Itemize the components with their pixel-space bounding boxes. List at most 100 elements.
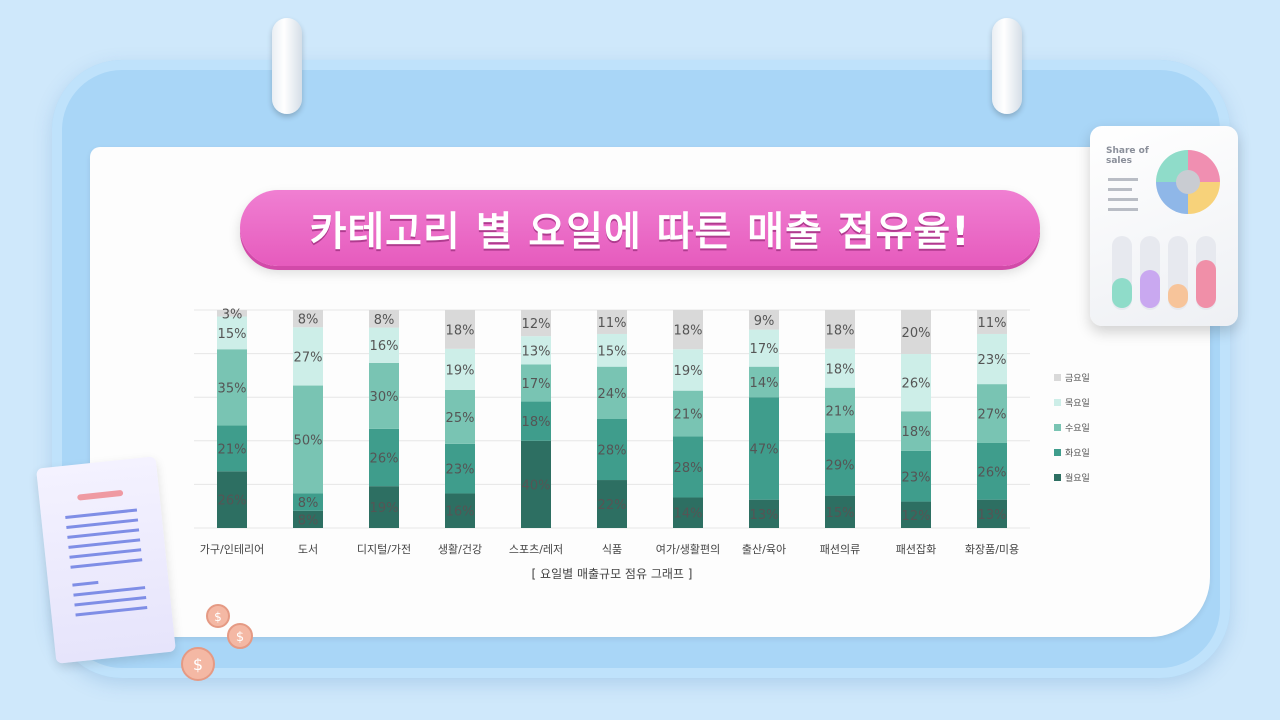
bar-segment (825, 387, 855, 434)
x-tick-label: 디지털/가전 (357, 543, 411, 556)
legend-swatch (1054, 424, 1061, 431)
data-label: 17% (750, 342, 779, 357)
data-label: 9% (754, 314, 775, 329)
bar-segment (217, 349, 247, 426)
data-label: 8% (374, 313, 395, 328)
bar-segment (521, 440, 551, 528)
bar-segment (749, 499, 779, 528)
x-tick-label: 출산/육아 (742, 543, 786, 556)
data-label: 19% (674, 364, 703, 379)
data-label: 26% (370, 452, 399, 467)
pie-icon (1108, 150, 1220, 310)
data-label: 19% (370, 501, 399, 516)
x-tick-label: 생활/건강 (438, 542, 482, 556)
bar-segment (901, 354, 931, 412)
bar-segment (977, 310, 1007, 334)
data-label: 18% (446, 323, 475, 338)
data-label: 20% (902, 326, 931, 341)
data-label: 18% (522, 415, 551, 430)
data-label: 8% (298, 313, 319, 328)
x-tick-label: 도서 (298, 543, 318, 556)
x-tick-label: 패션의류 (820, 543, 860, 556)
data-label: 15% (218, 327, 247, 342)
data-label: 22% (598, 498, 627, 513)
data-label: 11% (598, 316, 627, 331)
data-label: 18% (902, 425, 931, 440)
bar-segment (293, 310, 323, 328)
legend-swatch (1054, 474, 1061, 481)
bar-segment (293, 327, 323, 386)
bar-segment (901, 450, 931, 502)
bar-segment (445, 348, 475, 390)
bar-segment (977, 384, 1007, 443)
bar-segment (977, 333, 1007, 385)
data-label: 12% (522, 317, 551, 332)
bar-segment (217, 310, 247, 317)
legend-label: 수요일 (1065, 423, 1090, 434)
bar-segment (445, 310, 475, 349)
data-label: 21% (826, 404, 855, 419)
data-label: 15% (598, 344, 627, 359)
bar-segment (217, 316, 247, 350)
data-label: 50% (294, 434, 323, 449)
data-label: 19% (446, 363, 475, 378)
data-label: 21% (674, 408, 703, 423)
data-label: 24% (598, 387, 627, 402)
bar-segment (673, 390, 703, 437)
data-label: 3% (222, 307, 243, 322)
bar-segment (597, 419, 627, 481)
bar-segment (369, 310, 399, 328)
x-tick-label: 화장품/미용 (965, 543, 1019, 556)
bar-segment (901, 411, 931, 451)
bar-segment (597, 366, 627, 419)
data-label: 14% (674, 507, 703, 522)
bar-segment (369, 362, 399, 429)
bar-segment (749, 329, 779, 367)
data-label: 23% (978, 353, 1007, 368)
chart-caption: [ 요일별 매출규모 점유 그래프 ] (532, 567, 693, 581)
data-label: 21% (218, 442, 247, 457)
x-tick-label: 식품 (602, 543, 622, 556)
data-label: 12% (902, 509, 931, 524)
bar-segment (597, 333, 627, 367)
legend-swatch (1054, 374, 1061, 381)
data-label: 15% (826, 506, 855, 521)
sales-share-card-label: Share of sales (1106, 146, 1149, 166)
data-label: 18% (826, 323, 855, 338)
data-label: 8% (298, 513, 319, 528)
sales-share-card: Share of sales (1090, 126, 1238, 326)
bar-segment (369, 327, 399, 363)
data-label: 35% (218, 381, 247, 396)
bar-segment (673, 497, 703, 528)
data-label: 26% (978, 465, 1007, 480)
bar-segment (673, 349, 703, 391)
bar-segment (749, 366, 779, 398)
legend-swatch (1054, 399, 1061, 406)
receipt-icon (65, 490, 148, 617)
data-label: 25% (446, 411, 475, 426)
data-label: 13% (522, 344, 551, 359)
bar-segment (369, 428, 399, 487)
bar-segment (293, 493, 323, 511)
bar-segment (825, 310, 855, 349)
legend-label: 화요일 (1065, 448, 1090, 459)
data-label: 29% (826, 458, 855, 473)
receipt-decoration (36, 456, 176, 664)
data-label: 28% (674, 461, 703, 476)
data-label: 23% (902, 470, 931, 485)
bar-segment (521, 364, 551, 402)
bar-segment (597, 480, 627, 528)
bar-segment (749, 310, 779, 330)
data-label: 27% (978, 408, 1007, 423)
bar-segment (445, 493, 475, 528)
data-label: 23% (446, 463, 475, 478)
bar-segment (293, 510, 323, 528)
bar-segment (521, 336, 551, 365)
legend-label: 목요일 (1065, 398, 1090, 409)
bar-segment (521, 401, 551, 441)
bar-segment (521, 310, 551, 337)
data-label: 28% (598, 444, 627, 459)
chart-title: 카테고리 별 요일에 따른 매출 점유율! (309, 209, 971, 255)
bar-segment (825, 495, 855, 528)
